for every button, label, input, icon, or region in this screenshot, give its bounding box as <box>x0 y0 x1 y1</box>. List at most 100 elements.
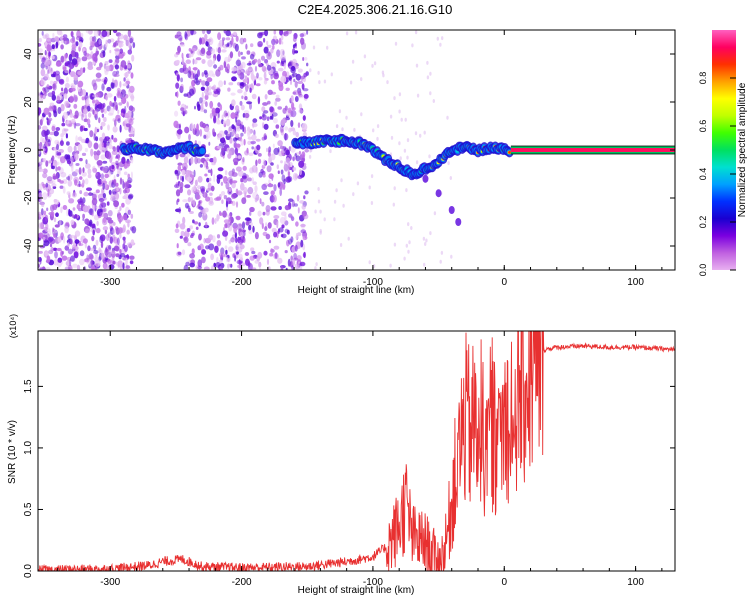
noise-speck <box>258 63 263 68</box>
noise-speck <box>262 173 266 178</box>
noise-speck <box>176 129 183 135</box>
noise-speck <box>104 173 109 179</box>
noise-speck <box>96 150 101 156</box>
noise-speck <box>261 183 268 191</box>
noise-speck <box>276 49 281 58</box>
noise-speck <box>228 187 232 192</box>
noise-speck <box>363 54 367 59</box>
noise-speck <box>43 240 50 247</box>
noise-speck <box>102 166 108 174</box>
noise-speck <box>120 60 127 68</box>
noise-speck <box>351 59 355 64</box>
noise-speck <box>251 165 258 173</box>
noise-speck <box>298 109 304 114</box>
noise-speck <box>441 36 444 41</box>
noise-speck <box>241 197 247 205</box>
noise-speck <box>214 107 221 114</box>
noise-speck <box>255 138 261 142</box>
noise-speck <box>53 199 60 205</box>
noise-speck <box>48 112 52 118</box>
noise-speck <box>224 56 230 63</box>
noise-speck <box>246 50 251 55</box>
noise-speck <box>44 146 48 154</box>
noise-speck <box>222 210 227 218</box>
snr-series-line <box>38 331 675 571</box>
noise-speck <box>292 48 296 55</box>
y-tick-label: 20 <box>23 96 34 108</box>
noise-speck <box>246 62 252 66</box>
noise-speck <box>216 119 222 125</box>
noise-speck <box>197 265 203 270</box>
noise-speck <box>315 262 318 267</box>
noise-speck <box>113 42 117 48</box>
noise-speck <box>266 165 272 173</box>
noise-speck <box>201 91 204 100</box>
noise-speck <box>297 207 300 214</box>
noise-speck <box>52 83 56 89</box>
noise-speck <box>59 156 66 164</box>
noise-speck <box>280 160 283 164</box>
noise-speck <box>38 232 44 239</box>
noise-speck <box>62 186 66 194</box>
noise-speck <box>129 226 134 231</box>
noise-speck <box>119 249 122 254</box>
noise-speck <box>48 160 53 164</box>
noise-speck <box>436 36 439 41</box>
noise-speck <box>214 245 219 253</box>
noise-speck <box>182 67 189 75</box>
noise-speck <box>91 197 98 206</box>
noise-speck <box>278 206 282 210</box>
noise-speck <box>113 30 118 34</box>
noise-speck <box>210 253 215 261</box>
noise-speck <box>349 80 353 85</box>
noise-speck <box>306 30 309 35</box>
noise-speck <box>130 106 136 112</box>
noise-speck <box>79 176 83 180</box>
noise-speck <box>192 67 198 71</box>
noise-speck <box>292 44 296 49</box>
noise-speck <box>120 112 124 117</box>
noise-speck <box>207 182 212 191</box>
noise-speck <box>393 242 397 247</box>
x-tick-label: 0 <box>501 577 507 588</box>
noise-speck <box>244 192 247 200</box>
x-tick-label: -100 <box>363 277 383 288</box>
noise-speck <box>83 50 87 56</box>
noise-speck <box>108 144 113 150</box>
noise-speck <box>236 242 241 247</box>
noise-speck <box>74 230 81 237</box>
noise-speck <box>258 32 263 37</box>
noise-speck <box>280 119 285 126</box>
noise-speck <box>190 197 194 205</box>
noise-speck <box>269 106 274 113</box>
noise-speck <box>109 49 112 54</box>
noise-speck <box>280 265 284 270</box>
noise-speck <box>38 257 42 262</box>
noise-speck <box>292 156 295 162</box>
noise-speck <box>123 77 126 82</box>
noise-speck <box>45 182 48 188</box>
noise-speck <box>288 127 292 133</box>
noise-speck <box>240 235 244 240</box>
noise-speck <box>44 251 49 257</box>
noise-speck <box>101 252 105 260</box>
noise-speck <box>234 113 239 117</box>
noise-speck <box>247 126 251 132</box>
noise-speck <box>195 226 199 230</box>
noise-speck <box>206 30 211 35</box>
y-tick-label: -20 <box>23 190 34 205</box>
noise-speck <box>93 30 99 37</box>
x-tick-label: -200 <box>232 277 252 288</box>
noise-speck <box>227 87 231 92</box>
noise-speck <box>208 243 215 251</box>
noise-speck <box>268 146 272 153</box>
noise-speck <box>89 130 94 138</box>
noise-speck <box>43 226 48 231</box>
noise-speck <box>123 171 128 176</box>
noise-speck <box>203 266 210 270</box>
noise-speck <box>51 73 56 78</box>
noise-speck <box>127 194 133 200</box>
noise-speck <box>240 51 243 56</box>
noise-speck <box>406 138 410 143</box>
noise-speck <box>190 122 194 131</box>
